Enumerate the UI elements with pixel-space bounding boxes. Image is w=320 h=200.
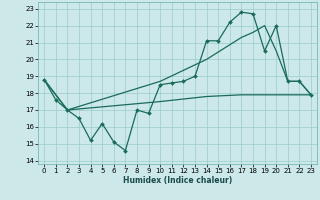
X-axis label: Humidex (Indice chaleur): Humidex (Indice chaleur) bbox=[123, 176, 232, 185]
